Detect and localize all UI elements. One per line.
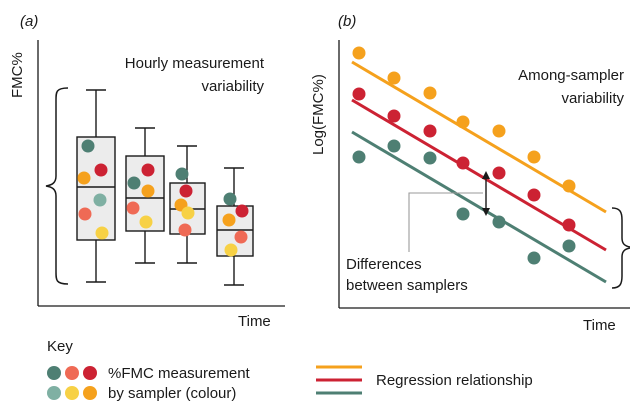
measurement-point bbox=[93, 193, 107, 207]
difference-arrow bbox=[482, 171, 490, 216]
sampler-point-teal bbox=[352, 150, 366, 164]
differences-leader-line bbox=[408, 192, 483, 252]
measurement-point bbox=[178, 223, 192, 237]
boxplot-3 bbox=[169, 145, 206, 264]
panel-a-x-axis-label: Time bbox=[238, 313, 271, 330]
key-point-salmon bbox=[65, 366, 79, 380]
legend-key: Key %FMC measurement by sampler (colour)… bbox=[47, 338, 533, 402]
panel-b-annotation-line2: variability bbox=[561, 90, 624, 107]
panel-a-y-axis-label: FMC% bbox=[9, 52, 26, 98]
measurement-point bbox=[81, 139, 95, 153]
key-point-red bbox=[83, 366, 97, 380]
sampler-point-orange bbox=[456, 115, 470, 129]
sampler-point-orange bbox=[352, 46, 366, 60]
sampler-point-orange bbox=[492, 124, 506, 138]
key-point-light-teal bbox=[47, 386, 61, 400]
panel-b-y-axis-label: Log(FMC%) bbox=[310, 74, 327, 155]
sampler-point-red bbox=[492, 166, 506, 180]
key-regression-label: Regression relationship bbox=[376, 372, 533, 389]
sampler-point-red bbox=[456, 156, 470, 170]
measurement-point bbox=[234, 230, 248, 244]
sampler-point-orange bbox=[527, 150, 541, 164]
measurement-point bbox=[77, 171, 91, 185]
sampler-point-teal bbox=[562, 239, 576, 253]
measurement-point bbox=[139, 215, 153, 229]
measurement-point bbox=[222, 213, 236, 227]
boxplot-box bbox=[76, 136, 116, 241]
panel-b-annotation-line1: Among-sampler bbox=[518, 67, 624, 84]
measurement-point bbox=[127, 176, 141, 190]
panel-a-annotation-line1: Hourly measurement bbox=[125, 55, 265, 72]
sampler-point-red bbox=[423, 124, 437, 138]
measurement-point bbox=[175, 167, 189, 181]
regression-line-teal bbox=[351, 130, 607, 284]
panel-b-x-axis-label: Time bbox=[583, 317, 616, 334]
measurement-point bbox=[94, 163, 108, 177]
key-point-orange bbox=[83, 386, 97, 400]
sampler-point-red bbox=[562, 218, 576, 232]
sampler-point-orange bbox=[562, 179, 576, 193]
measurement-point bbox=[223, 192, 237, 206]
sampler-point-red bbox=[352, 87, 366, 101]
panel-b-label: (b) bbox=[338, 13, 356, 30]
measurement-point bbox=[78, 207, 92, 221]
sampler-point-teal bbox=[527, 251, 541, 265]
boxplot-1 bbox=[76, 89, 116, 283]
sampler-point-red bbox=[527, 188, 541, 202]
measurement-point bbox=[95, 226, 109, 240]
panel-b: (b) Log(FMC%) Time Among-sampler variabi… bbox=[310, 13, 630, 334]
boxplot-2 bbox=[125, 127, 165, 264]
panel-a: (a) FMC% Time Hourly measurement variabi… bbox=[9, 13, 285, 330]
sampler-point-orange bbox=[423, 86, 437, 100]
measurement-point bbox=[126, 201, 140, 215]
measurement-point bbox=[181, 206, 195, 220]
sampler-point-teal bbox=[492, 215, 506, 229]
measurement-point bbox=[141, 163, 155, 177]
key-point-yellow bbox=[65, 386, 79, 400]
key-measurement-line1: %FMC measurement bbox=[108, 365, 251, 382]
measurement-point bbox=[141, 184, 155, 198]
key-point-teal bbox=[47, 366, 61, 380]
sampler-point-red bbox=[387, 109, 401, 123]
boxplot-4 bbox=[216, 167, 254, 286]
differences-label-line2: between samplers bbox=[346, 277, 468, 294]
sampler-point-teal bbox=[387, 139, 401, 153]
panel-b-brace bbox=[611, 207, 630, 289]
panel-a-label: (a) bbox=[20, 13, 38, 30]
measurement-point bbox=[235, 204, 249, 218]
differences-label-line1: Differences bbox=[346, 256, 422, 273]
measurement-point bbox=[179, 184, 193, 198]
panel-a-brace bbox=[45, 87, 69, 285]
sampler-point-teal bbox=[456, 207, 470, 221]
key-measurement-line2: by sampler (colour) bbox=[108, 385, 236, 402]
sampler-point-teal bbox=[423, 151, 437, 165]
sampler-point-orange bbox=[387, 71, 401, 85]
key-title: Key bbox=[47, 338, 73, 355]
panel-a-annotation-line2: variability bbox=[201, 78, 264, 95]
measurement-point bbox=[224, 243, 238, 257]
